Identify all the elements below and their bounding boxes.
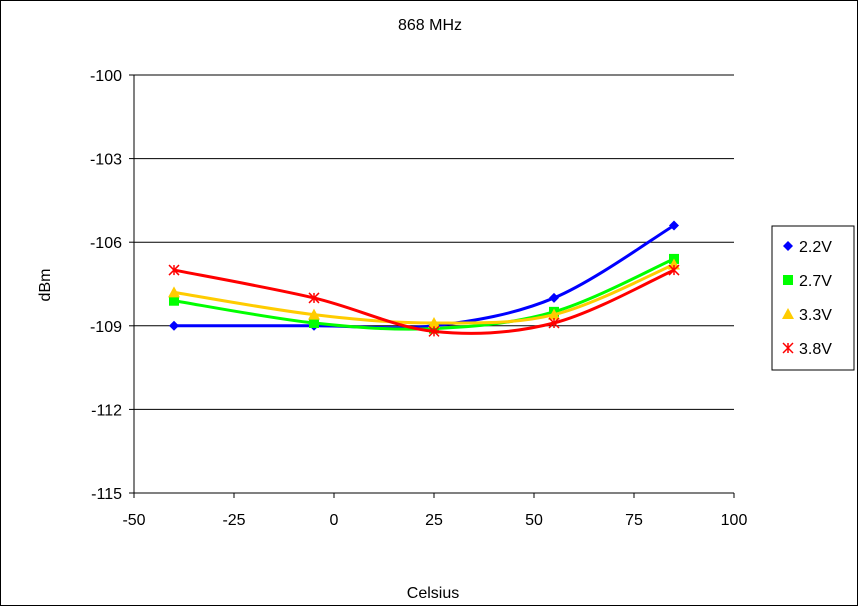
x-tick-label-2: 0 [330, 512, 339, 529]
series-38V-point-2 [428, 325, 440, 337]
legend-33V-marker [782, 308, 794, 319]
series-33V-point-0 [168, 286, 180, 298]
y-tick-label-0: -100 [90, 68, 122, 85]
legend-38V-label: 3.8V [799, 341, 832, 358]
y-axis-title: dBm [37, 269, 54, 302]
x-tick-label-4: 50 [525, 512, 543, 529]
legend-22V-label: 2.2V [799, 239, 832, 256]
x-tick-label-1: -25 [222, 512, 245, 529]
legend-33V-label: 3.3V [799, 307, 832, 324]
legend-22V-marker [783, 241, 793, 251]
series-33V-point-1 [308, 308, 320, 320]
chart-title: 868 MHz [398, 17, 462, 34]
y-tick-label-5: -115 [91, 486, 122, 503]
legend-27V-marker [783, 275, 793, 285]
y-tick-label-2: -106 [90, 235, 122, 252]
x-tick-label-6: 100 [721, 512, 748, 529]
series-33V-point-2 [428, 317, 440, 329]
x-tick-label-0: -50 [122, 512, 145, 529]
y-tick-label-3: -109 [90, 319, 122, 336]
series-38V-point-1 [308, 292, 320, 304]
plot-area: -100 -103 -106 -109 -112 -115-50 -25 0 25 50 75 100 [90, 68, 747, 529]
series-27V-point-1 [309, 318, 319, 329]
series-22V-point-0 [169, 320, 179, 331]
series-27V-point-0 [169, 295, 179, 306]
x-axis-title: Celsius [407, 585, 459, 602]
series-22V-point-3 [549, 292, 559, 303]
legend: 2.2V 2.7V 3.3V 3.8V [771, 225, 855, 371]
series-38V-point-3 [548, 317, 560, 329]
x-tick-label-3: 25 [425, 512, 443, 529]
legend-38V-marker [782, 342, 794, 354]
y-tick-label-1: -103 [90, 152, 122, 169]
series-22V-point-4 [669, 220, 679, 231]
series-38V-point-4 [668, 264, 680, 276]
series-33V-point-3 [548, 308, 560, 320]
x-tick-label-5: 75 [625, 512, 643, 529]
legend-27V-label: 2.7V [799, 273, 832, 290]
series-38V-point-0 [168, 264, 180, 276]
y-tick-label-4: -112 [91, 402, 122, 419]
